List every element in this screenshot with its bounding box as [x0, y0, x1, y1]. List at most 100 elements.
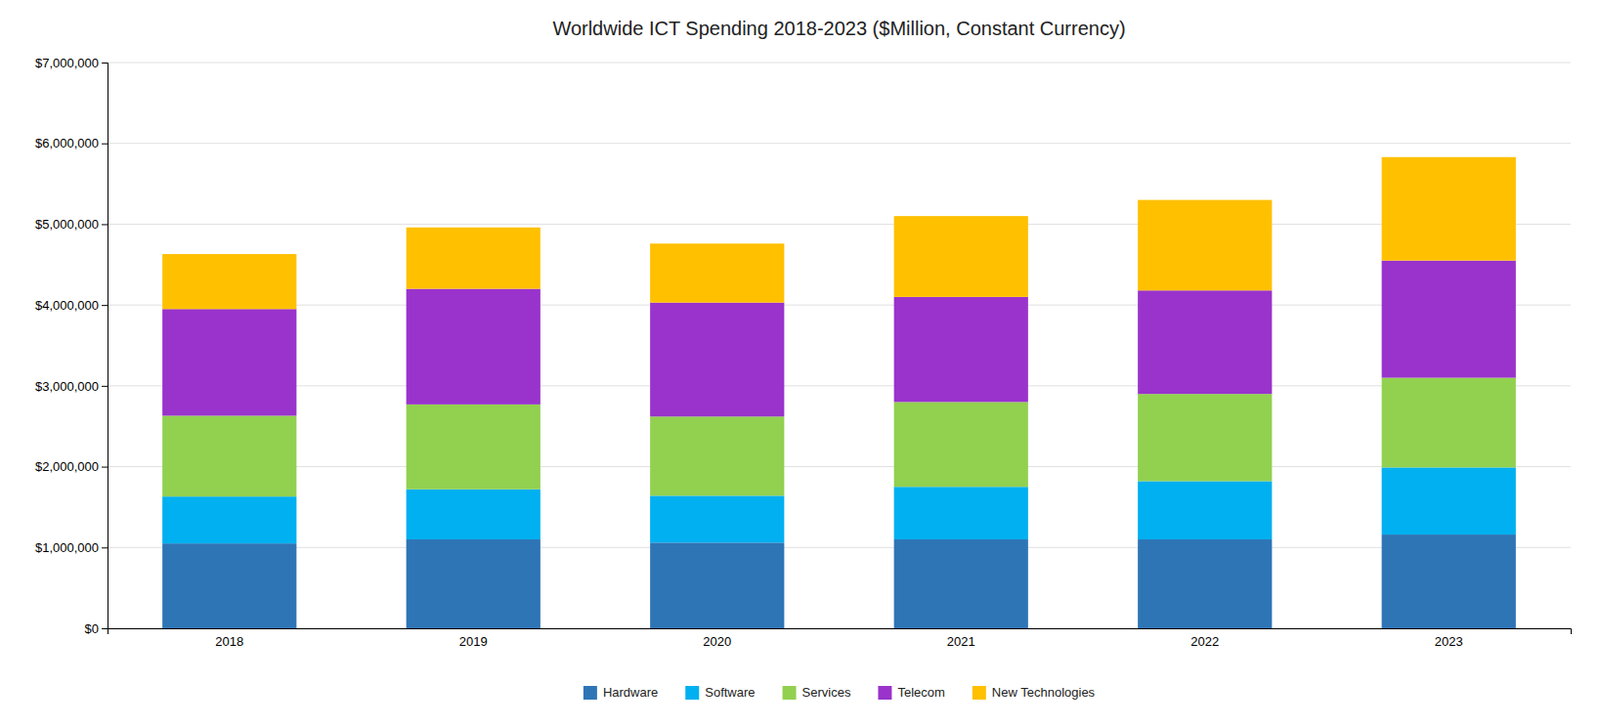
x-tick-label: 2020: [702, 634, 732, 649]
bar: [1137, 480, 1272, 540]
plot: $0 $1,000,000 $2,000,000 $3,000,000 $4,000,0…: [35, 55, 1572, 650]
legend-label: Services: [802, 685, 852, 700]
x-tick: 2023: [1434, 634, 1464, 649]
legend-label: New Technologies: [992, 685, 1096, 700]
bars: [162, 157, 1516, 629]
grid: [107, 62, 1571, 629]
y-tick-mark: [101, 304, 108, 306]
bar: [894, 539, 1029, 629]
y-tick-mark: [101, 223, 108, 225]
y-tick-label: $2,000,000: [35, 459, 99, 475]
bar: [1382, 260, 1516, 379]
title: Worldwide ICT Spending 2018-2023 ($Milli…: [552, 17, 1125, 40]
y-tick: $5,000,000: [35, 216, 108, 232]
y-tick: $3,000,000: [35, 379, 108, 394]
legend-swatch: [972, 686, 987, 700]
y-tick-label: $5,000,000: [35, 216, 99, 232]
legend-swatch: [583, 686, 598, 700]
bar: [162, 415, 297, 497]
y-tick-mark: [101, 62, 108, 64]
legend-item: Hardware: [583, 685, 658, 700]
x-tick: 2021: [947, 634, 976, 649]
y-tick: $2,000,000: [35, 459, 108, 475]
legend-label: Telecom: [897, 685, 945, 700]
chart-svg: $0 $1,000,000 $2,000,000 $3,000,000 $4,000,0…: [0, 0, 1600, 726]
x-tick: 2022: [1190, 634, 1219, 649]
legend-item: Software: [685, 685, 755, 700]
bar: [406, 489, 541, 540]
grid-line: [107, 223, 1571, 225]
y-tick-mark: [101, 547, 108, 549]
bar: [1382, 534, 1516, 629]
x-tick: 2019: [459, 634, 488, 649]
bar-series: [162, 467, 1516, 544]
bar: [1137, 290, 1272, 394]
x-axis-line: [108, 629, 1572, 636]
bar: [1382, 157, 1516, 261]
bar: [1382, 467, 1516, 535]
x-tick-label: 2023: [1434, 634, 1464, 649]
bar: [649, 243, 784, 303]
bar: [162, 254, 297, 309]
bar-series: [162, 378, 1516, 498]
bar: [406, 289, 541, 405]
x-tick-label: 2018: [215, 634, 244, 649]
bar: [162, 543, 297, 629]
legend-swatch: [877, 686, 892, 700]
bar: [1137, 539, 1272, 629]
bar: [406, 539, 541, 629]
y-tick-label: $1,000,000: [35, 540, 99, 556]
legend-swatch: [685, 686, 699, 700]
x-tick: 2018: [215, 634, 244, 649]
y-tick-mark: [101, 386, 108, 388]
y-axis-line: [101, 63, 109, 630]
y-tick-label: $6,000,000: [35, 135, 99, 151]
legend-item: New Technologies: [972, 685, 1096, 700]
y-tick: $0: [85, 621, 108, 637]
legend-label: Hardware: [603, 685, 658, 700]
grid-line: [107, 142, 1571, 144]
legend: Hardware Software Services Telecom New Techn…: [583, 685, 1096, 700]
bar: [894, 297, 1029, 403]
y-axis: $0 $1,000,000 $2,000,000 $3,000,000 $4,000,0…: [35, 55, 109, 637]
grid-line: [107, 62, 1571, 64]
y-tick-mark: [101, 143, 108, 145]
legend-item: Services: [782, 685, 852, 700]
y-tick-label: $7,000,000: [35, 55, 99, 71]
legend-item: Telecom: [877, 685, 945, 700]
bar: [649, 416, 784, 496]
y-tick-label: $4,000,000: [35, 298, 99, 313]
bar: [894, 216, 1029, 298]
y-tick-label: $3,000,000: [35, 379, 99, 394]
grid-line: [107, 385, 1571, 387]
x-tick-label: 2021: [947, 634, 976, 649]
x-axis: 2018 2019 2020 2021 2022 2023: [108, 629, 1572, 650]
bar-series: [162, 157, 1516, 310]
y-tick: $4,000,000: [35, 298, 108, 313]
y-tick: $7,000,000: [35, 55, 108, 71]
bar: [1382, 378, 1516, 469]
grid-line: [107, 547, 1571, 549]
bar: [649, 495, 784, 543]
x-tick-label: 2022: [1190, 634, 1219, 649]
bar-series: [162, 534, 1516, 629]
legend-label: Software: [704, 685, 755, 700]
grid-line: [107, 466, 1571, 468]
bar: [406, 227, 541, 290]
bar: [162, 308, 297, 416]
grid-line: [107, 304, 1571, 306]
y-tick-mark: [101, 628, 108, 630]
y-tick-mark: [101, 467, 108, 469]
bar: [1137, 200, 1272, 292]
x-tick-label: 2019: [459, 634, 488, 649]
bar: [894, 486, 1029, 540]
bar: [406, 404, 541, 490]
y-tick-label: $0: [85, 621, 99, 637]
x-tick: 2020: [702, 634, 732, 649]
bar: [649, 542, 784, 629]
y-tick: $6,000,000: [35, 135, 108, 151]
bar: [1137, 393, 1272, 481]
bar: [162, 496, 297, 544]
legend-swatch: [782, 686, 797, 700]
y-tick: $1,000,000: [35, 540, 108, 556]
